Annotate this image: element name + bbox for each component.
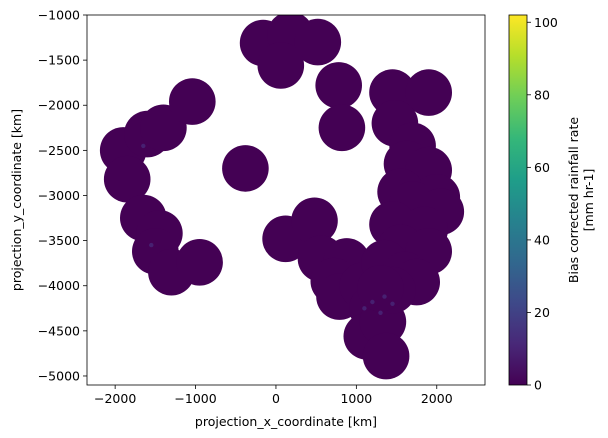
y-tick-label: −2000	[38, 98, 80, 113]
rainfall-speckle	[378, 310, 383, 315]
coverage-disk	[291, 197, 338, 245]
y-tick-label: −5000	[38, 368, 80, 383]
plot-frame	[86, 14, 486, 386]
rainfall-coverage-layer	[99, 15, 465, 380]
y-tick-label: −4500	[38, 323, 80, 338]
y-tick-label: −1500	[38, 53, 80, 68]
coverage-disk	[294, 18, 342, 66]
coverage-disk	[405, 69, 453, 116]
colorbar-tick-label: 80	[534, 87, 550, 102]
coverage-disk	[362, 332, 410, 380]
colorbar	[508, 14, 528, 386]
coverage-disk	[315, 62, 363, 109]
x-tick-label: −1000	[174, 391, 216, 406]
colorbar-label-line2: [mm hr-1]	[581, 169, 596, 232]
x-axis: −2000 −1000 0 1000 2000	[94, 385, 453, 406]
coverage-disk	[257, 42, 305, 89]
coverage-disk	[318, 104, 366, 152]
x-tick-label: 1000	[340, 391, 372, 406]
y-tick-label: −1000	[38, 8, 80, 23]
rainfall-speckle	[382, 294, 387, 299]
x-tick-label: 0	[272, 391, 280, 406]
coverage-disk	[357, 265, 404, 312]
x-tick-label: −2000	[94, 391, 136, 406]
rainfall-speckle	[149, 242, 154, 248]
x-tick-label: 2000	[421, 391, 453, 406]
coverage-disk	[222, 145, 269, 192]
y-tick-label: −4000	[38, 278, 80, 293]
plot-area	[87, 15, 485, 385]
rainfall-speckle	[390, 301, 395, 306]
coverage-disk	[169, 78, 216, 125]
rainfall-speckle	[370, 299, 375, 305]
y-tick-label: −2500	[38, 143, 80, 158]
y-tick-label: −3500	[38, 233, 80, 248]
colorbar-axis: 0 20 40 60 80 100	[527, 15, 558, 393]
colorbar-tick-label: 100	[534, 15, 558, 30]
rainfall-speckle	[141, 143, 146, 149]
x-axis-label: projection_x_coordinate [km]	[195, 414, 377, 429]
colorbar-tick-label: 60	[534, 160, 550, 175]
colorbar-tick-label: 20	[534, 305, 550, 320]
colorbar-label-line1: Bias corrected rainfall rate	[566, 117, 581, 283]
y-axis-label: projection_y_coordinate [km]	[9, 109, 24, 291]
colorbar-tick-label: 40	[534, 232, 550, 247]
colorbar-tick-label: 0	[534, 378, 542, 393]
coverage-disk	[103, 155, 151, 203]
rainfall-speckle	[362, 306, 367, 311]
y-axis: −1000 −1500 −2000 −2500 −3000 −3500 −4000 −4500…	[38, 8, 87, 383]
y-tick-label: −3000	[38, 188, 80, 203]
coverage-disk	[176, 238, 223, 286]
